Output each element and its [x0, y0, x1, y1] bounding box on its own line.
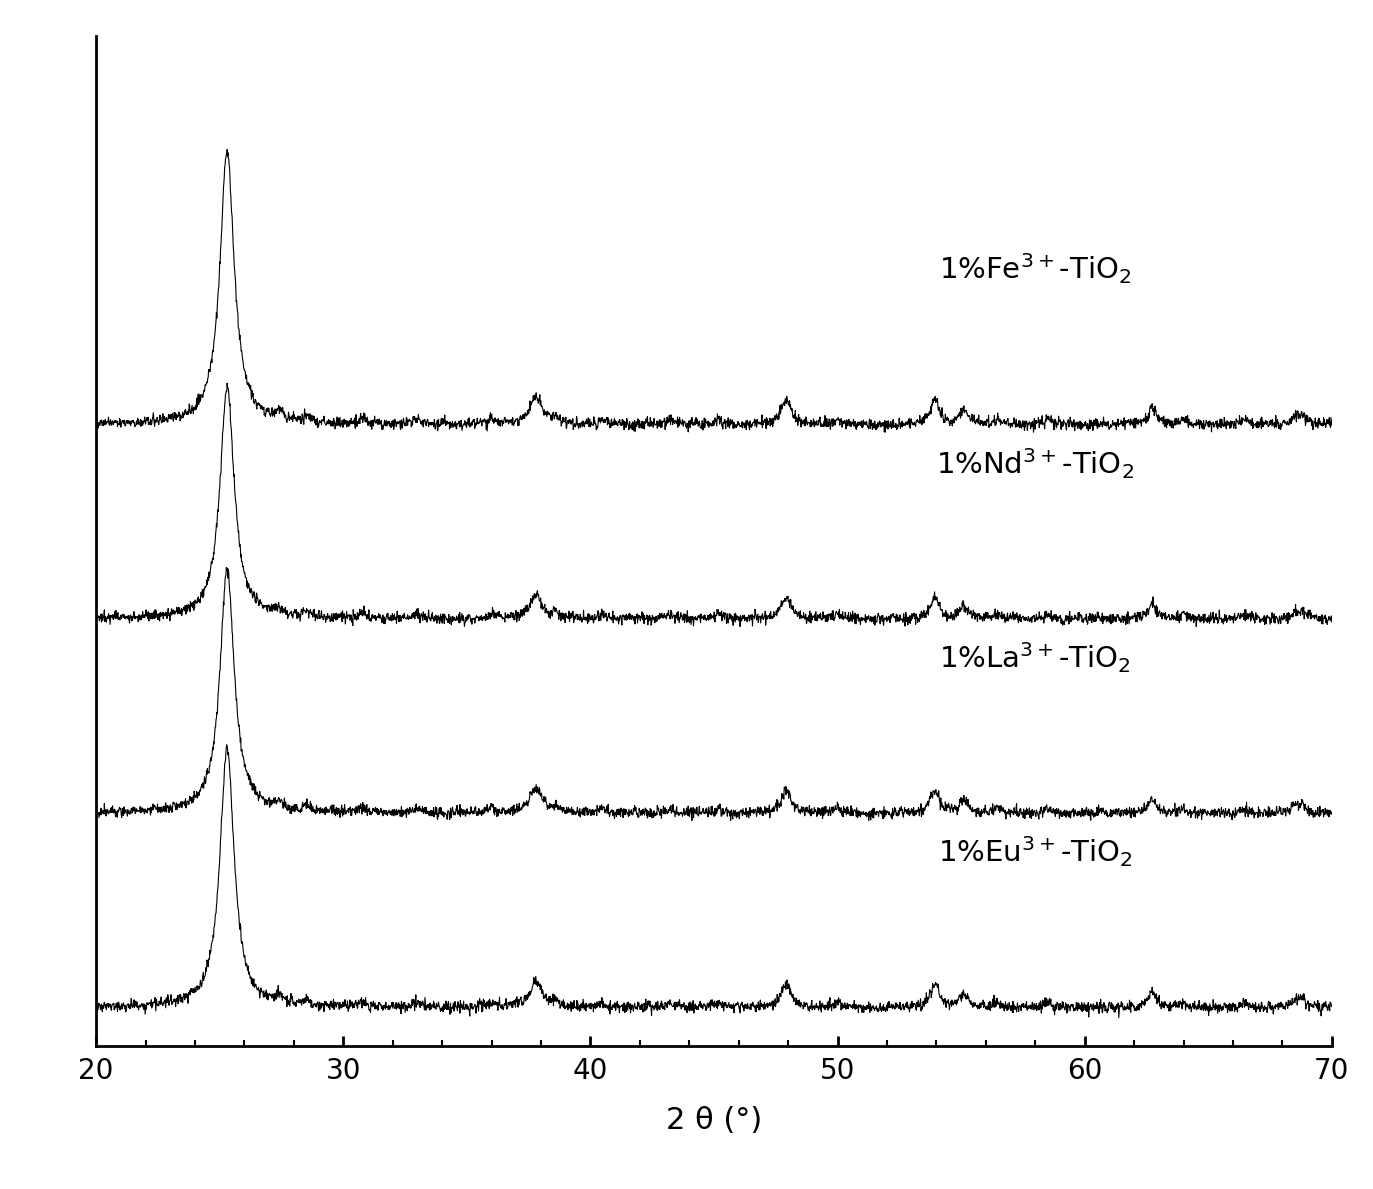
Text: 1%Nd$^{3+}$-TiO$_2$: 1%Nd$^{3+}$-TiO$_2$: [936, 446, 1134, 480]
Text: 1%Fe$^{3+}$-TiO$_2$: 1%Fe$^{3+}$-TiO$_2$: [939, 252, 1131, 287]
Text: 1%Eu$^{3+}$-TiO$_2$: 1%Eu$^{3+}$-TiO$_2$: [938, 835, 1133, 869]
Text: 1%La$^{3+}$-TiO$_2$: 1%La$^{3+}$-TiO$_2$: [939, 640, 1131, 675]
X-axis label: 2 θ (°): 2 θ (°): [666, 1106, 762, 1135]
